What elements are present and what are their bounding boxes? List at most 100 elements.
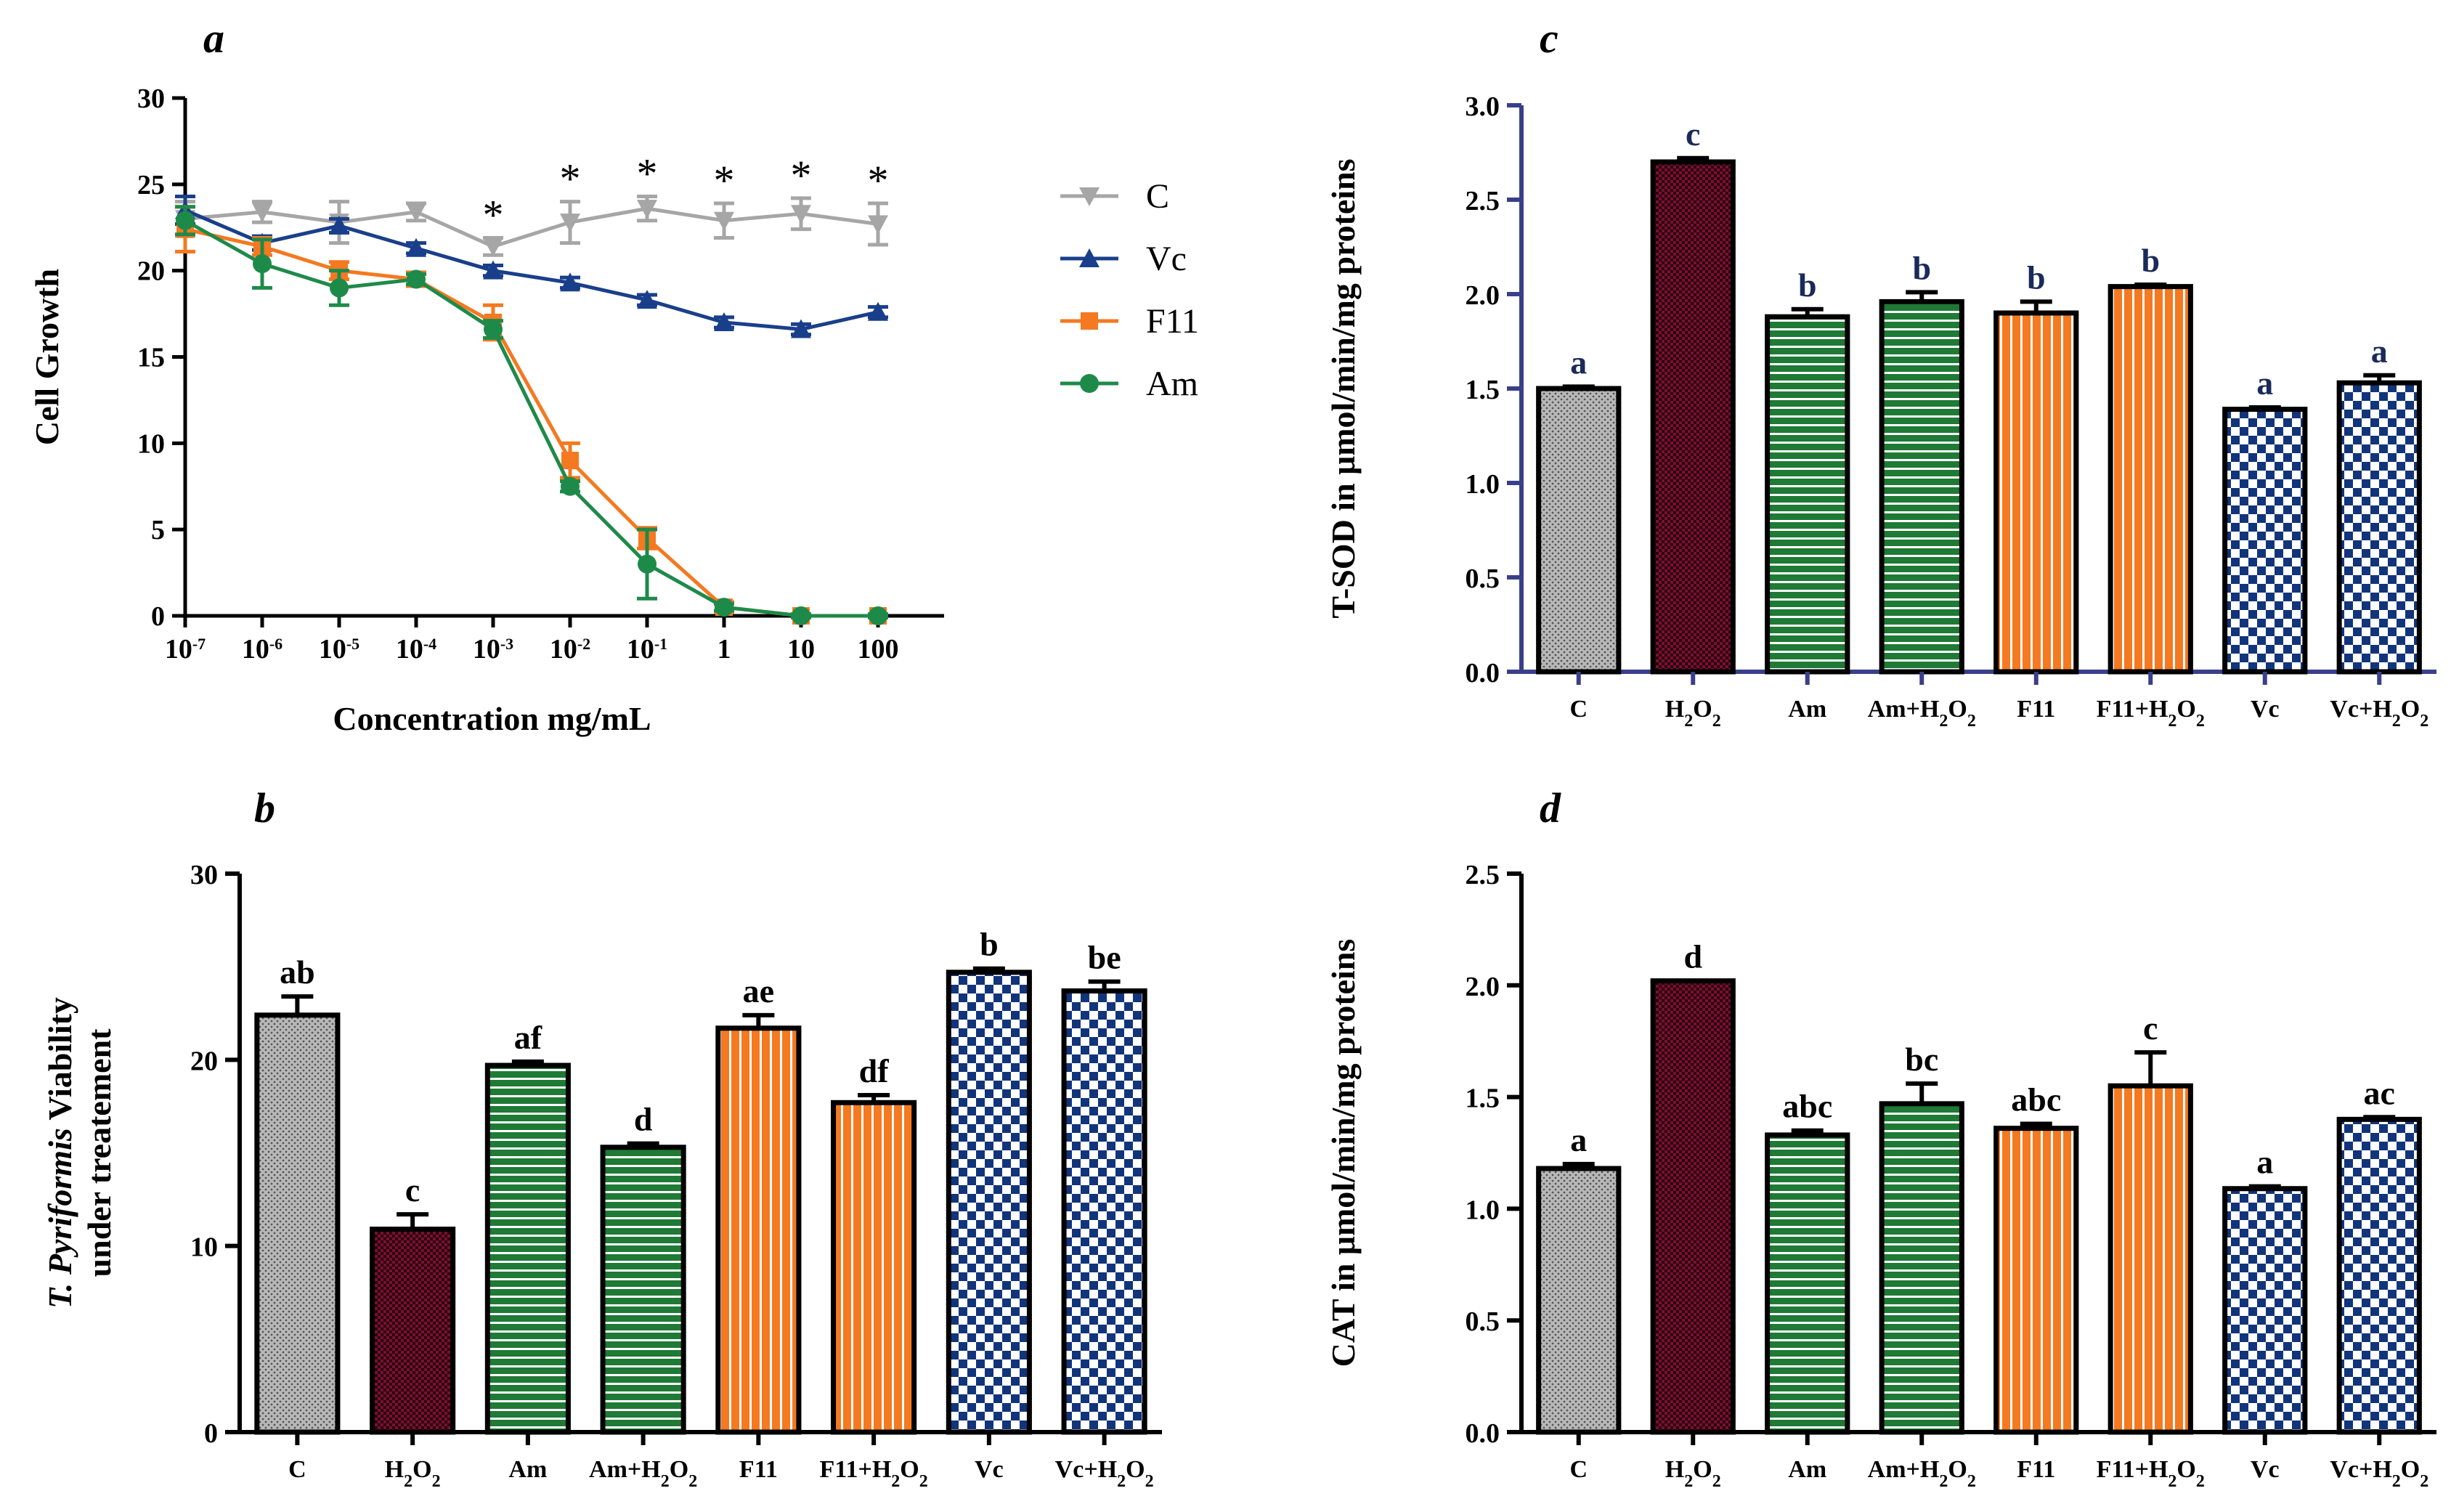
data-point — [561, 476, 580, 496]
significance-star: * — [714, 157, 735, 204]
x-tick-label: Vc — [2251, 696, 2280, 723]
significance-letter: ab — [280, 954, 315, 991]
y-tick-label: 2.0 — [1466, 280, 1500, 311]
significance-letter: a — [1570, 344, 1587, 381]
x-tick-label: C — [288, 1456, 306, 1483]
y-tick-label: 0.0 — [1466, 658, 1500, 688]
data-point — [637, 200, 657, 219]
y-tick-label: 0.5 — [1466, 1306, 1500, 1337]
bar-group-F11: ae F11 — [715, 972, 802, 1483]
legend-label: Am — [1146, 365, 1198, 403]
x-tick-label: 100 — [858, 634, 899, 664]
x-tick-label: F11 — [2017, 1456, 2055, 1483]
legend-label: Vc — [1146, 240, 1187, 278]
x-tick-label: 10-7 — [165, 634, 206, 664]
x-tick-label: Am — [1788, 1456, 1826, 1483]
bar-group-F11+H2O2: b F11+H2O2 — [2097, 242, 2205, 731]
data-point — [560, 272, 580, 292]
y-tick-label: 1.5 — [1466, 375, 1500, 405]
x-tick-label: H2O2 — [385, 1456, 441, 1491]
bar-group-Vc: b Vc — [946, 926, 1032, 1483]
significance-letter: a — [2371, 333, 2388, 370]
data-point — [792, 606, 810, 625]
y-axis-title: T. Pyriformis Viability — [41, 997, 78, 1309]
y-tick-label: 0 — [151, 601, 165, 632]
data-point — [868, 301, 888, 321]
significance-letter: b — [2141, 242, 2160, 279]
y-tick-label: 20 — [137, 256, 165, 287]
bar-group-C: ab C — [254, 954, 341, 1483]
bar — [1879, 1101, 1964, 1435]
bar-group-F11: b F11 — [1993, 259, 2079, 723]
bar — [831, 1100, 917, 1435]
series-line — [184, 206, 879, 249]
bar-group-F11+H2O2: c F11+H2O2 — [2097, 1009, 2205, 1491]
significance-letter: b — [1912, 249, 1931, 286]
significance-letter: ae — [743, 972, 774, 1009]
significance-letter: d — [634, 1101, 653, 1138]
y-axis-title: T-SOD in μmol/min/mg proteins — [1325, 158, 1362, 618]
bar — [2336, 1116, 2422, 1435]
legend-marker — [1079, 187, 1100, 206]
panel-letter-b: b — [254, 784, 275, 832]
significance-letter: c — [2143, 1009, 2158, 1046]
data-point — [637, 290, 657, 309]
series-C — [175, 194, 888, 257]
x-tick-label: Am+H2O2 — [1868, 1456, 1976, 1491]
bar — [715, 1025, 802, 1435]
y-tick-label: 30 — [190, 860, 218, 890]
data-point — [330, 278, 349, 298]
bar — [2222, 1186, 2308, 1435]
significance-star: * — [560, 155, 581, 203]
bar — [370, 1227, 456, 1435]
data-point — [252, 203, 272, 222]
significance-letter: c — [405, 1171, 420, 1208]
x-tick-label: 10-2 — [550, 634, 590, 664]
data-point — [483, 260, 503, 280]
bar-group-Am+H2O2: b Am+H2O2 — [1868, 249, 1976, 731]
series-Vc — [175, 194, 888, 338]
y-tick-label: 0 — [204, 1418, 218, 1449]
x-tick-label: Am — [508, 1456, 547, 1483]
x-tick-label: Am+H2O2 — [589, 1456, 697, 1491]
data-point — [483, 237, 503, 257]
significance-letter: df — [859, 1052, 890, 1089]
x-tick-label: C — [1569, 1456, 1588, 1483]
x-tick-label: Am — [1788, 696, 1826, 723]
series-line — [184, 227, 878, 618]
significance-star: * — [483, 192, 504, 239]
bar — [1765, 1132, 1850, 1435]
data-point — [176, 211, 195, 230]
bar-group-F11+H2O2: df F11+H2O2 — [820, 1052, 928, 1491]
x-tick-label: F11 — [2017, 696, 2055, 723]
significance-letter: b — [2027, 259, 2046, 296]
legend-item-Vc: Vc — [1060, 240, 1187, 278]
bar — [1536, 386, 1622, 675]
significance-letter: a — [2256, 365, 2273, 402]
bar — [1993, 310, 2079, 675]
series-line — [184, 219, 878, 618]
bar-chart-panel-d: 0.00.51.01.52.02.5aCdH2O2abcAmbcAm+H2O2a… — [1325, 860, 2436, 1491]
x-tick-label: Vc+H2O2 — [2330, 1456, 2428, 1491]
significance-letter: abc — [1782, 1088, 1832, 1125]
significance-letter: a — [1570, 1121, 1587, 1158]
significance-star: * — [637, 150, 658, 197]
significance-star: * — [868, 157, 889, 204]
data-point — [406, 237, 426, 257]
bar — [2107, 1083, 2193, 1435]
x-tick-label: 10-3 — [473, 634, 513, 664]
y-tick-label: 2.5 — [1466, 186, 1500, 216]
x-tick-label: 10 — [787, 634, 815, 664]
y-tick-label: 2.0 — [1466, 972, 1500, 1002]
bar — [484, 1062, 571, 1435]
bar — [600, 1145, 686, 1435]
bar-group-H2O2: c H2O2 — [1650, 115, 1736, 731]
significance-letter: be — [1088, 939, 1121, 976]
data-point — [329, 215, 349, 235]
bar-group-Vc+H2O2: ac Vc+H2O2 — [2330, 1074, 2428, 1491]
x-tick-label: H2O2 — [1665, 696, 1721, 731]
legend-marker — [1079, 248, 1100, 267]
significance-letter: af — [514, 1019, 542, 1056]
bar — [946, 970, 1032, 1435]
y-tick-label: 5 — [151, 515, 165, 545]
